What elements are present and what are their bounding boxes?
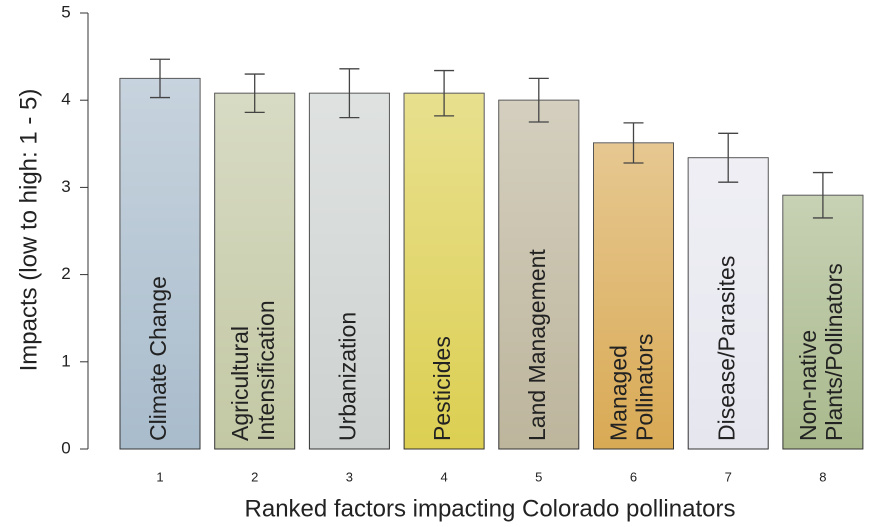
bar-label: Disease/Parasites (713, 256, 739, 441)
bar-label: Pesticides (429, 336, 455, 441)
bar-label: Managed (606, 345, 632, 441)
bar-label: Agricultural (227, 326, 253, 441)
bar-label: Non-native (795, 330, 821, 441)
x-tick-label: 1 (156, 469, 163, 484)
x-tick-label: 7 (725, 469, 732, 484)
bar-label: Plants/Pollinators (821, 263, 847, 441)
bar-sheen (782, 195, 863, 449)
bar-label: Climate Change (145, 276, 171, 441)
error-bar (150, 58, 170, 99)
y-tick-label: 1 (61, 351, 70, 370)
x-tick-label: 5 (535, 469, 542, 484)
y-tick-label: 0 (61, 438, 70, 457)
y-tick-label: 5 (61, 2, 70, 21)
error-bar (623, 122, 644, 164)
bar-sheen (214, 93, 295, 449)
bar-label: Urbanization (334, 312, 360, 441)
bar-label: Pollinators (632, 334, 658, 441)
x-tick-label: 2 (251, 469, 258, 484)
bar-label: Land Management (524, 249, 550, 441)
error-bar (339, 68, 360, 119)
x-tick-label: 6 (630, 469, 637, 484)
error-bar (718, 132, 739, 183)
error-bar (434, 69, 455, 117)
x-axis-label: Ranked factors impacting Colorado pollin… (245, 495, 736, 522)
error-bar (528, 77, 549, 123)
bar-sheen (120, 78, 200, 450)
y-axis-label: Impacts (low to high: 1 - 5) (15, 89, 42, 372)
bar-sheen (309, 93, 390, 449)
bar-label: Intensification (253, 300, 279, 441)
bar-sheen (688, 157, 769, 449)
error-bar (812, 171, 833, 219)
bar-sheen (498, 100, 579, 449)
error-bar (244, 73, 265, 114)
x-tick-label: 3 (346, 469, 353, 484)
bar-sheen (404, 93, 485, 449)
y-tick-label: 3 (61, 177, 70, 196)
x-tick-label: 8 (819, 469, 826, 484)
bar-sheen (593, 142, 674, 450)
x-tick-label: 4 (440, 469, 447, 484)
y-tick-label: 4 (61, 90, 70, 109)
y-tick-label: 2 (61, 264, 70, 283)
